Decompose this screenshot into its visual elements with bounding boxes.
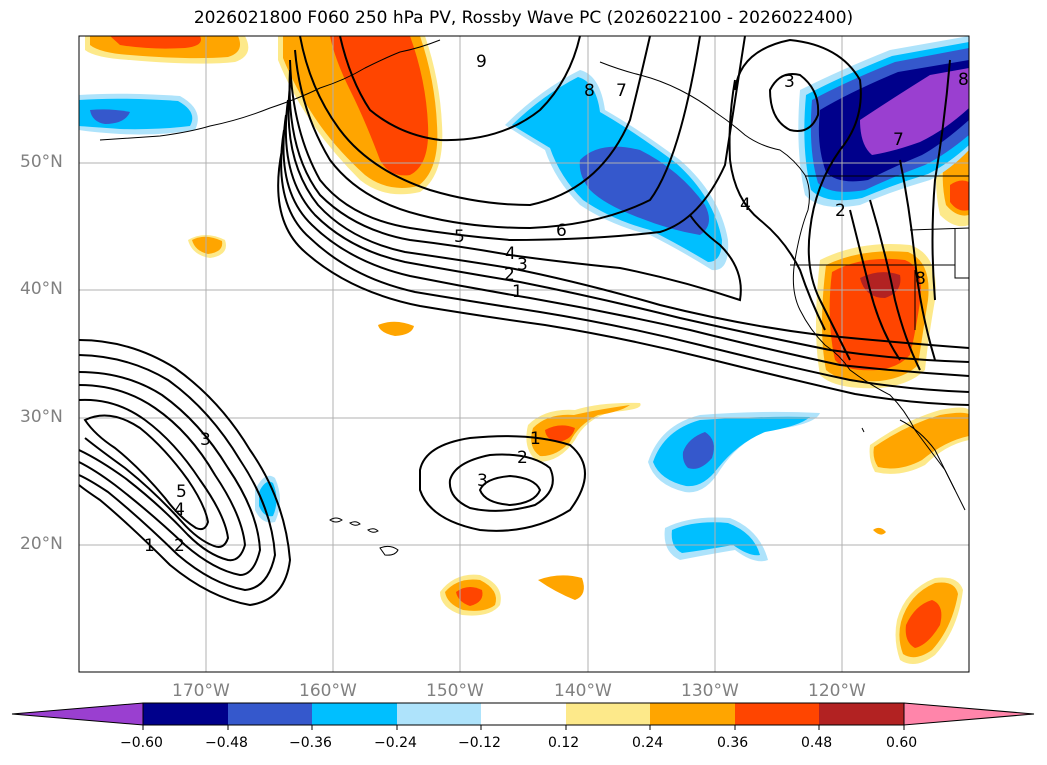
contour-label: 4 [505, 244, 516, 264]
colorbar-bin [481, 703, 566, 725]
colorbar-low-extension [11, 702, 144, 726]
colorbar-bin [650, 703, 735, 725]
contour-label: 7 [616, 81, 627, 101]
contour-label: 2 [504, 265, 515, 285]
lon-label: 120°W [808, 681, 866, 701]
lon-label: 130°W [681, 681, 739, 701]
contour-label: 1 [512, 282, 523, 302]
contour-label: 6 [556, 221, 567, 241]
colorbar-tick-label: −0.48 [205, 735, 248, 751]
contour-label: 3 [477, 471, 488, 491]
coastlines [99, 39, 969, 556]
contour-label: 2 [517, 448, 528, 468]
colorbar-tick-label: −0.60 [120, 735, 163, 751]
lat-label: 30°N [20, 407, 63, 427]
colorbar-tick-label: −0.12 [458, 735, 501, 751]
colorbar-bin [566, 703, 650, 725]
contour-label: 9 [476, 52, 487, 72]
colorbar-tick-label: 0.60 [886, 735, 918, 751]
lon-label: 170°W [172, 681, 230, 701]
colorbar-high-extension [903, 702, 1035, 726]
contour-label: 1 [144, 536, 155, 556]
contour-labels: 9 8 7 6 5 4 3 2 1 3 4 2 5 4 3 2 1 1 2 3 … [144, 52, 969, 556]
contour-label: 7 [893, 130, 904, 150]
contour-label: 4 [740, 195, 751, 215]
colorbar-bin [228, 703, 312, 725]
colorbar [11, 702, 1035, 730]
colorbar-bin [312, 703, 397, 725]
lon-label: 160°W [299, 681, 357, 701]
lon-label: 140°W [554, 681, 612, 701]
contour-label: 5 [454, 227, 465, 247]
colorbar-tick-label: 0.12 [548, 735, 580, 751]
colorbar-tick-label: −0.36 [289, 735, 332, 751]
colorbar-bin [735, 703, 819, 725]
colorbar-bin [143, 703, 228, 725]
colorbar-tick-label: 0.36 [717, 735, 749, 751]
lat-label: 40°N [20, 279, 63, 299]
pv-shading [79, 36, 969, 664]
contour-label: 1 [530, 429, 541, 449]
pv-contours [79, 36, 969, 607]
map-frame [78, 35, 970, 673]
colorbar-bin [397, 703, 481, 725]
lat-label: 20°N [20, 534, 63, 554]
lat-label: 50°N [20, 152, 63, 172]
contour-label: 2 [835, 201, 846, 221]
colorbar-bin [819, 703, 904, 725]
contour-label: 3 [200, 430, 211, 450]
colorbar-tick-label: 0.48 [801, 735, 833, 751]
contour-label: 2 [174, 536, 185, 556]
contour-label: 8 [584, 81, 595, 101]
colorbar-tick-label: 0.24 [632, 735, 664, 751]
colorbar-tick-label: −0.24 [374, 735, 417, 751]
map-title: 2026021800 F060 250 hPa PV, Rossby Wave … [193, 8, 854, 28]
contour-label: 3 [517, 255, 528, 275]
contour-label: 3 [784, 72, 795, 92]
lon-label: 150°W [426, 681, 484, 701]
contour-label: 4 [174, 500, 185, 520]
contour-label: 5 [176, 482, 187, 502]
contour-label: 8 [958, 70, 969, 90]
contour-label: 8 [915, 269, 926, 289]
